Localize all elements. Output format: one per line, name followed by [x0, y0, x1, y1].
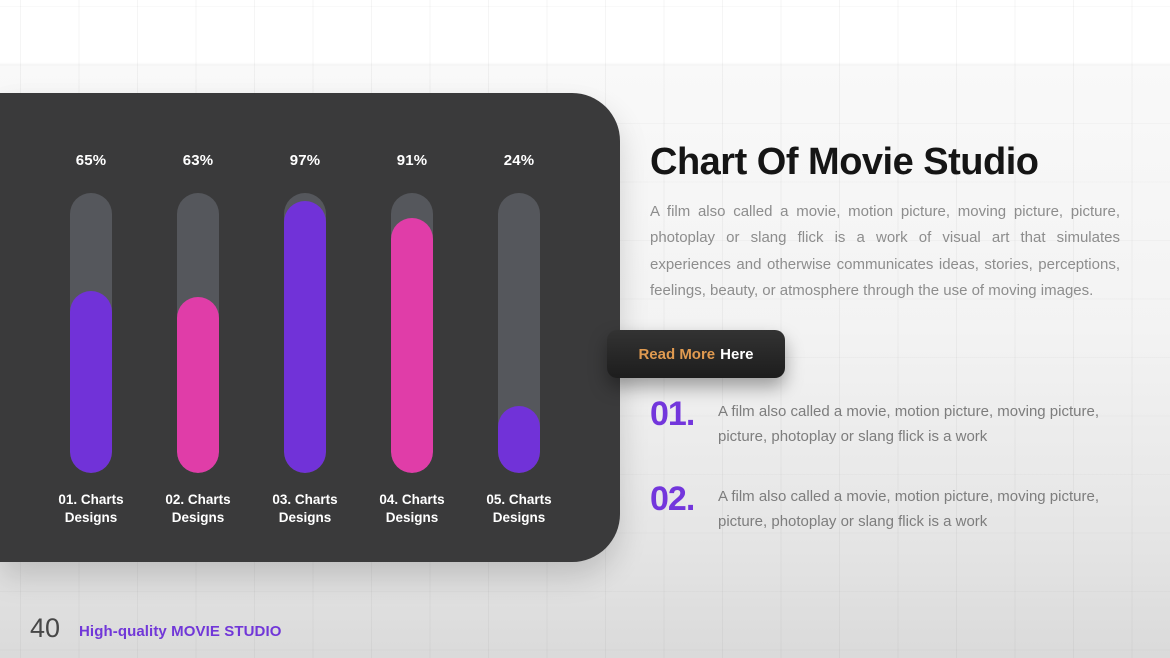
bar-category-label: 01. Charts Designs: [58, 492, 124, 525]
bar-column: 97% 03. Charts Designs: [260, 152, 350, 527]
bar-category-label: 02. Charts Designs: [165, 492, 231, 525]
bar-column: 24% 05. Charts Designs: [474, 152, 564, 527]
bar-column: 91% 04. Charts Designs: [367, 152, 457, 527]
numbered-item: 02. A film also called a movie, motion p…: [650, 481, 1148, 534]
bar-fill: [498, 405, 540, 473]
bar-fill: [70, 291, 112, 473]
item-text: A film also called a movie, motion pictu…: [718, 488, 1099, 530]
read-more-highlight: Read More: [638, 345, 716, 363]
intro-paragraph: A film also called a movie, motion pictu…: [650, 203, 1120, 299]
bar-track: [284, 193, 326, 473]
bar-column: 65% 01. Charts Designs: [46, 152, 136, 527]
bar-category-label: 03. Charts Designs: [272, 492, 338, 525]
bar-track: [391, 193, 433, 473]
bar-percent-label: 97%: [289, 152, 321, 169]
bar-track: [177, 193, 219, 473]
bar-category-label: 04. Charts Designs: [379, 492, 445, 525]
bar-percent-label: 91%: [396, 152, 428, 169]
page-number: 40: [30, 613, 61, 643]
bar-fill: [391, 218, 433, 473]
read-more-rest: Here: [720, 345, 754, 363]
page-title: Chart Of Movie Studio: [650, 141, 1039, 183]
read-more-button[interactable]: Read More Here: [607, 330, 785, 378]
numbered-item: 01. A film also called a movie, motion p…: [650, 396, 1148, 449]
footer-brand: High-quality MOVIE STUDIO: [79, 623, 282, 640]
bar-track: [70, 193, 112, 473]
bar-fill: [177, 296, 219, 473]
item-text: A film also called a movie, motion pictu…: [718, 403, 1099, 445]
bar-percent-label: 65%: [75, 152, 107, 169]
item-number: 01.: [650, 395, 695, 433]
bar-category-label: 05. Charts Designs: [486, 492, 552, 525]
bar-column: 63% 02. Charts Designs: [153, 152, 243, 527]
bar-percent-label: 63%: [182, 152, 214, 169]
chart-panel: 65% 01. Charts Designs 63% 02. Charts De…: [0, 93, 620, 562]
item-number: 02.: [650, 480, 695, 518]
bar-track: [498, 193, 540, 473]
bar-fill: [284, 201, 326, 473]
bar-percent-label: 24%: [503, 152, 535, 169]
